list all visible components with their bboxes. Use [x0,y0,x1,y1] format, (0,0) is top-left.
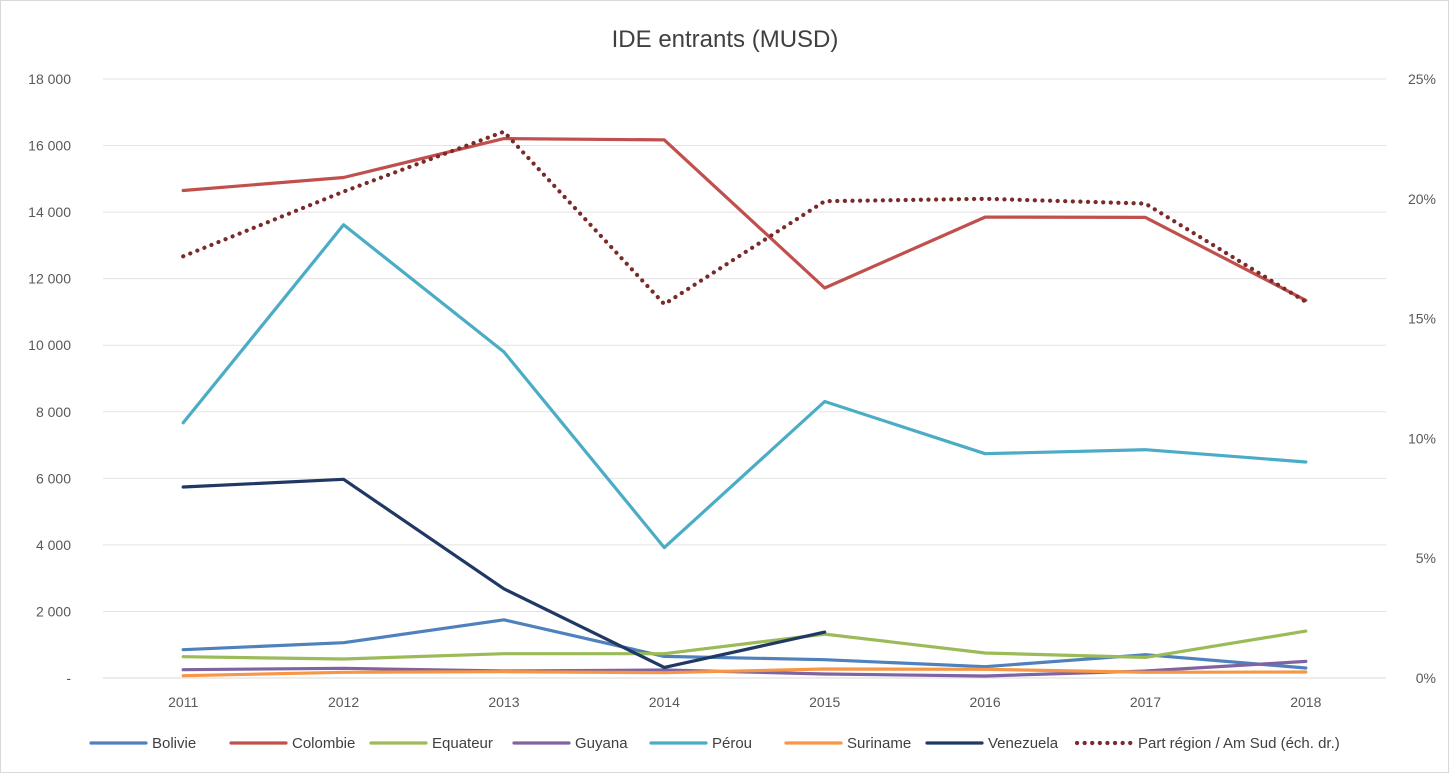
y-left-tick-label: 18 000 [28,71,71,87]
x-tick-label: 2018 [1290,694,1321,710]
x-tick-label: 2012 [328,694,359,710]
legend-label: Venezuela [988,735,1059,752]
legend-label: Guyana [575,735,628,752]
x-axis: 2011 2012 2013 2014 2015 2016 2017 2018 [168,694,1321,710]
series-line [181,667,1308,678]
legend-label: Equateur [432,735,493,752]
y-left-tick-label: 16 000 [28,138,71,154]
y-left-tick-label: 6 000 [36,470,71,486]
series-line [181,477,827,670]
x-tick-label: 2014 [649,694,680,710]
legend-label: Suriname [847,735,911,752]
y-left-tick-label: 2 000 [36,603,71,619]
y-axis-left: - 2 000 4 000 6 000 8 000 10 000 12 000 14 000 1… [28,71,71,686]
x-tick-label: 2011 [168,694,198,710]
x-tick-label: 2013 [488,694,519,710]
x-tick-label: 2015 [809,694,840,710]
grid-lines [103,78,1386,679]
y-right-tick-label: 15% [1408,311,1436,327]
y-right-tick-label: 10% [1408,430,1436,446]
legend: Bolivie Colombie Equateur Guyana Pérou Surina… [89,735,1340,752]
series-line [181,129,1308,307]
legend-label: Part région / Am Sud (éch. dr.) [1138,735,1340,752]
legend-label: Pérou [712,735,752,752]
y-right-tick-label: 5% [1416,550,1436,566]
legend-label: Colombie [292,735,355,752]
series-line [181,137,1308,302]
chart-title: IDE entrants (MUSD) [612,26,839,53]
y-right-tick-label: 25% [1408,71,1436,87]
y-left-tick-label: 8 000 [36,404,71,420]
y-left-tick-label: 12 000 [28,271,71,287]
y-axis-right: 0% 5% 10% 15% 20% 25% [1408,71,1436,686]
series-line [181,629,1308,661]
y-left-tick-label: 10 000 [28,337,71,353]
legend-label: Bolivie [152,735,196,752]
y-right-tick-label: 20% [1408,191,1436,207]
x-tick-label: 2017 [1130,694,1161,710]
y-left-tick-label: 14 000 [28,204,71,220]
series-line [181,223,1308,550]
series-lines [181,129,1308,678]
y-left-tick-label: 4 000 [36,537,71,553]
y-right-tick-label: 0% [1416,670,1436,686]
x-tick-label: 2016 [969,694,1000,710]
y-left-tick-label: - [66,670,71,686]
